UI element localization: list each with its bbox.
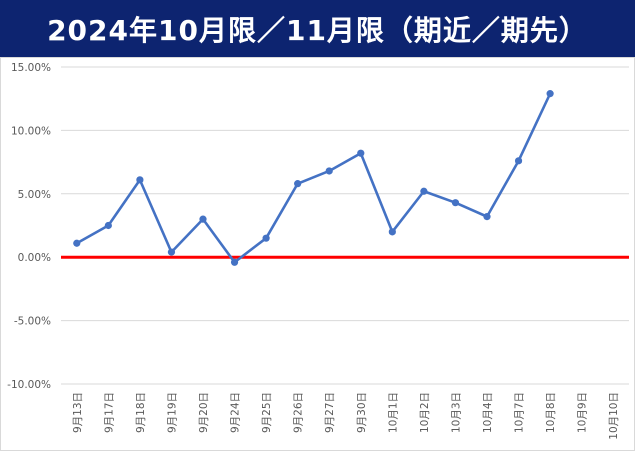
x-tick-label: 9月26日 bbox=[293, 392, 305, 433]
data-point bbox=[451, 199, 460, 207]
data-point bbox=[167, 248, 176, 256]
data-point bbox=[388, 228, 396, 236]
x-tick-label: 9月25日 bbox=[261, 392, 273, 433]
y-tick-label: 15.00% bbox=[11, 62, 51, 74]
data-point bbox=[325, 167, 333, 175]
x-tick-label: 10月9日 bbox=[577, 392, 589, 433]
x-tick-label: 9月13日 bbox=[72, 392, 84, 433]
x-tick-label: 10月4日 bbox=[482, 392, 494, 433]
y-tick-label: -10.00% bbox=[7, 379, 51, 391]
data-point bbox=[294, 180, 302, 188]
data-point bbox=[262, 234, 270, 242]
x-tick-label: 9月30日 bbox=[356, 392, 368, 433]
y-tick-label: 0.00% bbox=[18, 252, 51, 264]
chart-title: 2024年10月限／11月限（期近／期先） bbox=[0, 0, 635, 57]
data-point bbox=[199, 215, 207, 223]
data-point bbox=[514, 157, 523, 165]
x-tick-label: 10月10日 bbox=[608, 392, 620, 440]
line-chart: 15.00% 10.00% 5.00% 0.00% -5.00% -10.00% 9月13日… bbox=[7, 62, 629, 440]
data-point bbox=[104, 221, 112, 230]
x-tick-label: 10月3日 bbox=[450, 392, 462, 433]
y-tick-label: -5.00% bbox=[14, 316, 51, 328]
data-point bbox=[420, 187, 428, 195]
y-tick-label: 10.00% bbox=[11, 125, 51, 137]
data-point bbox=[73, 239, 81, 247]
x-tick-label: 10月7日 bbox=[514, 392, 526, 433]
x-tick-label: 9月19日 bbox=[166, 392, 178, 433]
data-point bbox=[230, 258, 239, 266]
data-point bbox=[357, 149, 365, 157]
x-tick-label: 9月18日 bbox=[135, 392, 147, 433]
x-tick-label: 10月8日 bbox=[545, 392, 557, 433]
data-point bbox=[546, 90, 554, 98]
x-tick-label: 10月2日 bbox=[419, 392, 431, 433]
x-tick-label: 9月20日 bbox=[198, 392, 210, 433]
x-tick-label: 9月27日 bbox=[324, 392, 336, 433]
chart-area: 15.00% 10.00% 5.00% 0.00% -5.00% -10.00% 9月13日… bbox=[0, 57, 635, 451]
x-tick-label: 9月24日 bbox=[230, 392, 242, 433]
series-line bbox=[76, 93, 552, 264]
x-tick-label: 10月1日 bbox=[387, 392, 399, 433]
x-tick-label: 9月17日 bbox=[103, 392, 115, 433]
y-tick-label: 5.00% bbox=[18, 189, 51, 201]
data-point bbox=[483, 213, 491, 221]
data-point bbox=[136, 176, 144, 184]
